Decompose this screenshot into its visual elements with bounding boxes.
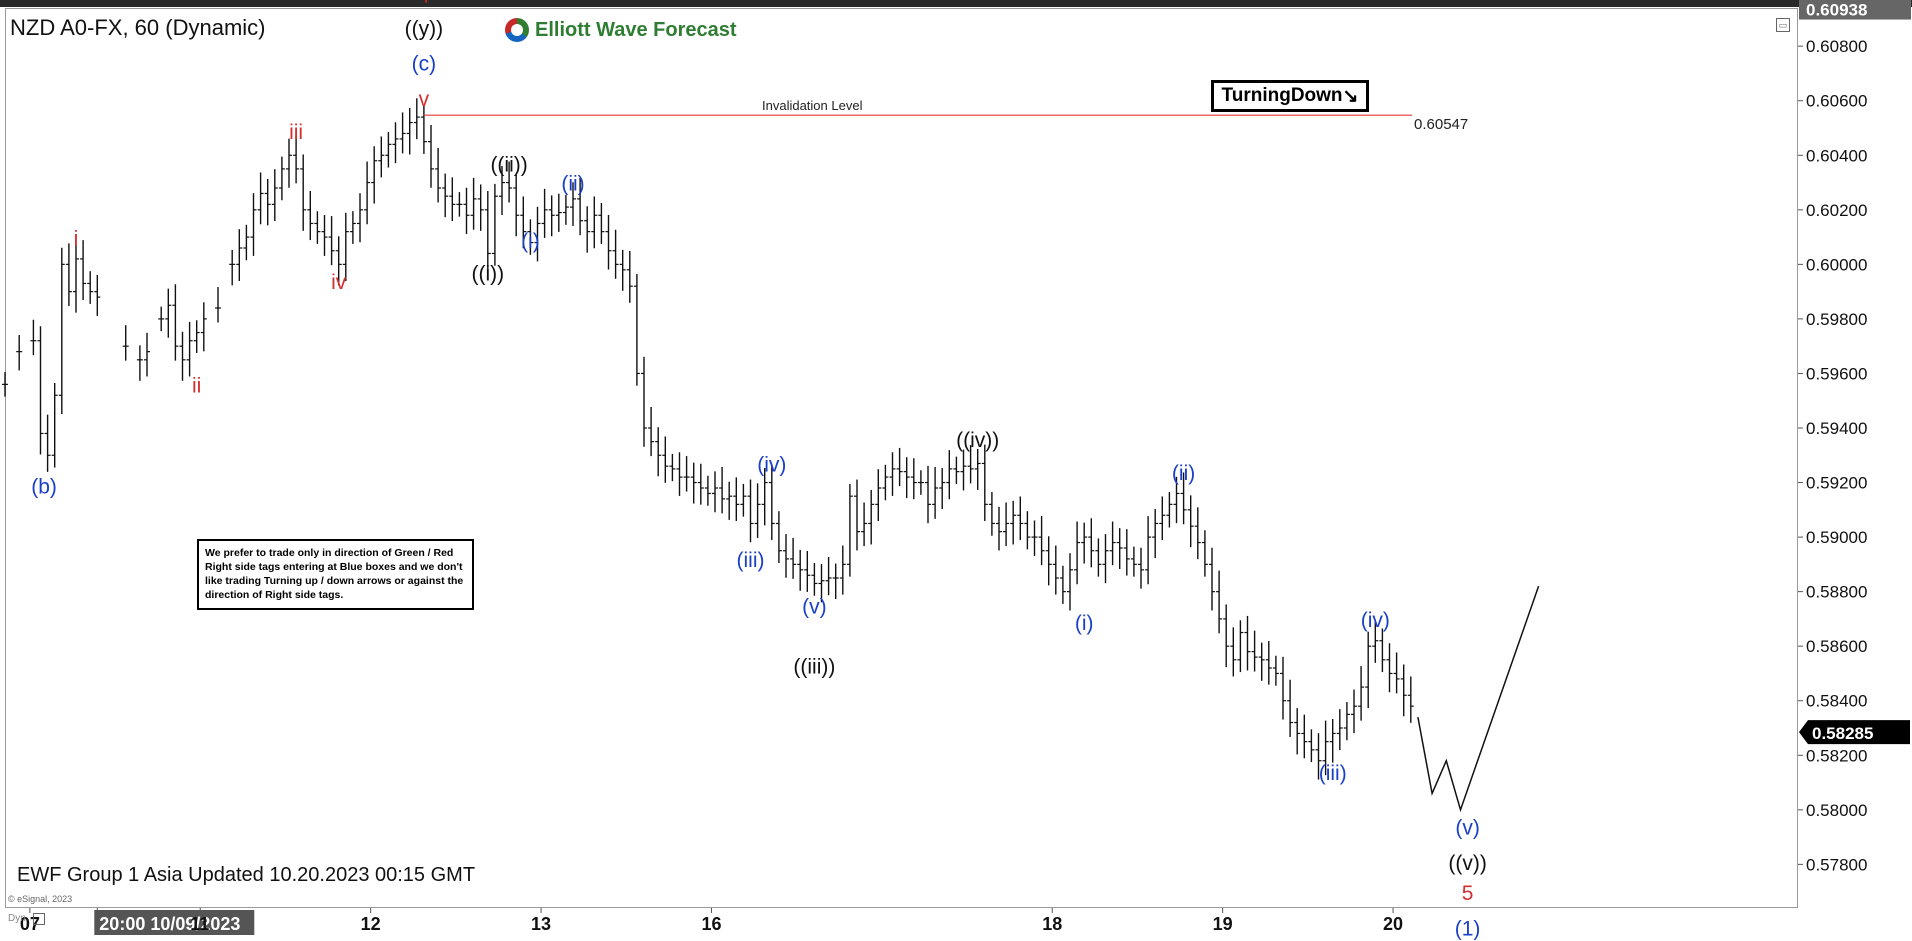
wave-label: 4 — [418, 0, 430, 8]
y-tick-label: 0.59800 — [1806, 310, 1867, 329]
update-stamp: EWF Group 1 Asia Updated 10.20.2023 00:1… — [17, 864, 476, 886]
y-tick-label: 0.59600 — [1806, 364, 1867, 383]
wave-label: (i) — [521, 230, 540, 253]
y-tick-label: 0.60000 — [1806, 255, 1867, 274]
trading-notice: We prefer to trade only in direction of … — [197, 539, 474, 610]
plot-area-border — [5, 8, 1798, 908]
y-tick-label: 0.58600 — [1806, 637, 1867, 656]
last-price-label: 0.58285 — [1812, 724, 1873, 743]
y-tick-label: 0.58200 — [1806, 746, 1867, 765]
last-price-tag — [1799, 720, 1910, 745]
dynamic-mode-label[interactable]: Dyn — [8, 913, 26, 924]
x-tick-label: 20 — [1383, 914, 1403, 934]
y-tick-label: 0.60600 — [1806, 92, 1867, 111]
y-tick-label: 0.58400 — [1806, 692, 1867, 711]
window-menu-icon[interactable]: ▭ — [1776, 18, 1790, 32]
wave-label: (iv) — [1361, 609, 1390, 632]
y-tick-label: 0.59400 — [1806, 419, 1867, 438]
invalidation-label: Invalidation Level — [762, 98, 863, 113]
x-tick-label: 11 — [190, 914, 209, 934]
y-tick-label: 0.60800 — [1806, 37, 1867, 56]
wave-label: i — [74, 227, 79, 250]
scale-toggle-icon[interactable] — [33, 913, 45, 925]
high-price-label: 0.60938 — [1806, 1, 1867, 20]
high-price-tag — [1799, 0, 1911, 20]
x-tick-label: 07 — [20, 914, 40, 934]
crosshair-time-box — [94, 910, 255, 935]
wave-label: ((y)) — [405, 17, 443, 40]
wave-label: ((v)) — [1448, 852, 1486, 875]
y-tick-label: 0.58000 — [1806, 801, 1867, 820]
projection-path — [1417, 585, 1540, 813]
wave-label: (iv) — [757, 454, 786, 477]
x-tick-label: 18 — [1042, 914, 1062, 934]
x-tick-label: 16 — [701, 914, 721, 934]
wave-label: ((iv)) — [956, 429, 999, 452]
crosshair-time-label: 20:00 10/09/2023 — [99, 914, 240, 934]
wave-label: v — [419, 88, 430, 111]
brand-name: Elliott Wave Forecast — [535, 18, 737, 41]
arrow-down-right-icon: ↘ — [1342, 85, 1359, 107]
wave-label: (iii) — [737, 549, 765, 572]
wave-label: (iii) — [1319, 762, 1347, 785]
wave-label: ((iii)) — [793, 655, 835, 678]
brand-logo: Elliott Wave Forecast — [505, 18, 737, 42]
invalidation-value: 0.60547 — [1414, 116, 1468, 133]
y-tick-label: 0.59200 — [1806, 474, 1867, 493]
ewf-logo-icon — [505, 18, 529, 42]
wave-label: (1) — [1455, 917, 1481, 940]
wave-label: (ii) — [1172, 462, 1195, 485]
wave-label: ((i)) — [471, 263, 504, 286]
turning-down-badge: TurningDown ↘ — [1211, 80, 1369, 112]
copyright-text: © eSignal, 2023 — [8, 894, 73, 904]
y-tick-label: 0.58800 — [1806, 583, 1867, 602]
wave-label: ((ii)) — [490, 154, 527, 177]
wave-label: iii — [289, 121, 303, 144]
y-tick-label: 0.60400 — [1806, 146, 1867, 165]
wave-label: (b) — [31, 475, 57, 498]
wave-label: (v) — [802, 595, 827, 618]
y-tick-label: 0.59000 — [1806, 528, 1867, 547]
x-tick-label: 19 — [1213, 914, 1233, 934]
symbol-title: NZD A0-FX, 60 (Dynamic) — [10, 15, 266, 40]
wave-label: (ii) — [561, 173, 584, 196]
wave-label: (i) — [1075, 612, 1094, 635]
x-tick-label: 13 — [531, 914, 551, 934]
y-tick-label: 0.60200 — [1806, 201, 1867, 220]
turning-label: TurningDown — [1221, 85, 1343, 106]
wave-label: (c) — [412, 53, 437, 76]
wave-label: (v) — [1455, 816, 1480, 839]
wave-label: 5 — [1462, 882, 1474, 905]
y-tick-label: 0.57800 — [1806, 855, 1867, 874]
title-bar — [0, 0, 1912, 7]
x-tick-label: 12 — [361, 914, 381, 934]
wave-label: iv — [331, 271, 347, 294]
wave-label: ii — [192, 375, 201, 398]
